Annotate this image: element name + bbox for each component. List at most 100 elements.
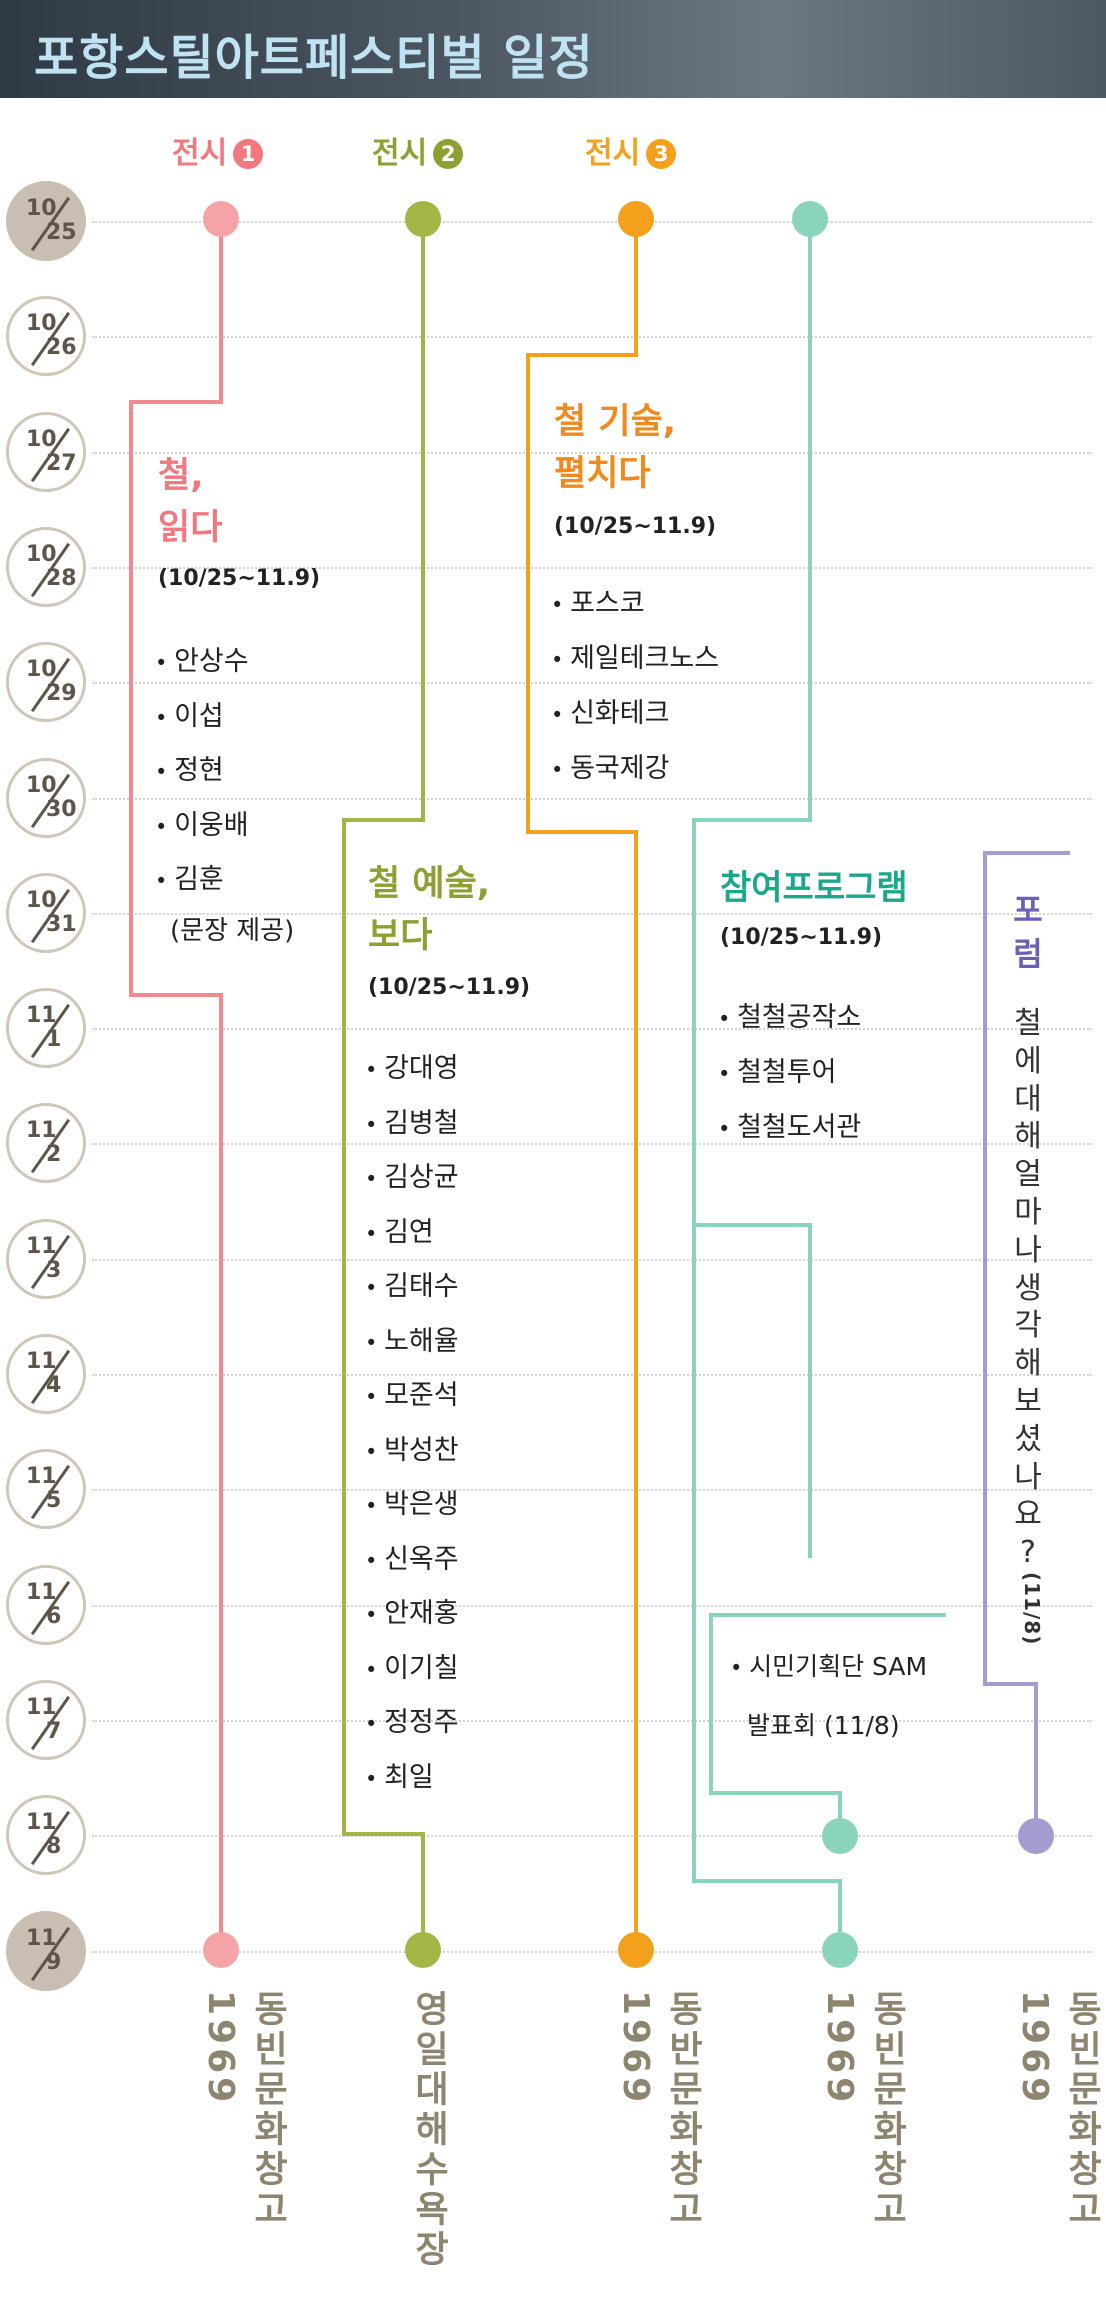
date-day: 2 — [46, 1142, 62, 1168]
exhibit2-artist-list: 강대영 김병철 김상균 김연 김태수 노해율 모준석 박성찬 박은생 신옥주 안… — [365, 1042, 459, 1805]
forum-question-char: 셨 — [1014, 1421, 1042, 1457]
date-day: 27 — [46, 450, 77, 476]
list-item: 강대영 — [365, 1042, 459, 1097]
list-item: 정현 — [155, 744, 249, 799]
program-title: 참여프로그램 — [720, 868, 908, 908]
exhibit1-period: (10/25~11.9) — [158, 566, 321, 591]
forum-question-char: 마 — [1014, 1195, 1042, 1230]
date-circle: 11 8 — [6, 1795, 86, 1876]
list-item: 시민기획단 SAM — [730, 1640, 927, 1695]
dot-exhibit3-end — [618, 1932, 654, 1968]
exhibit3-period: (10/25~11.9) — [554, 514, 717, 539]
date-gridline — [92, 1604, 1092, 1607]
exhibit3-title: 철 기술, 펼치다 — [554, 396, 676, 500]
dot-exhibit1-start — [203, 201, 239, 237]
list-item: 철철공작소 — [718, 990, 861, 1045]
date-circle: 11 2 — [6, 1103, 86, 1184]
date-month: 11 — [26, 1003, 57, 1029]
list-item: 김상균 — [365, 1151, 459, 1206]
date-day: 8 — [46, 1834, 62, 1860]
date-circle: 11 3 — [6, 1218, 86, 1299]
line-exhibit-2 — [342, 222, 425, 1950]
date-gridline — [92, 1374, 1092, 1376]
label-exhibit-2: 전시 2 — [372, 128, 464, 172]
date-day: 28 — [46, 565, 77, 591]
date-circle: 10 31 — [6, 872, 86, 953]
label-exhibit-3: 전시 3 — [585, 128, 677, 172]
exhibit2-title: 철 예술, 보다 — [368, 858, 490, 962]
exhibit3-company-list: 포스코 제일테크노스 신화테크 동국제강 — [551, 576, 719, 796]
list-item: 노해율 — [365, 1315, 459, 1370]
date-gridline — [92, 1258, 1092, 1261]
date-gridline — [92, 1028, 1092, 1031]
date-day: 25 — [46, 220, 77, 245]
date-month: 11 — [26, 1810, 57, 1836]
date-month: 10 — [26, 772, 57, 798]
date-circle: 11 7 — [6, 1679, 86, 1760]
exhibit3-title-line1: 철 기술, — [554, 402, 677, 442]
program-sam-item: 시민기획단 SAM — [730, 1640, 927, 1695]
date-circle: 11 1 — [6, 988, 86, 1069]
venue-forum: 동빈문화창고 1969 — [1014, 1990, 1102, 2230]
date-gridline — [92, 1835, 1092, 1838]
venue-exhibit-2: 영일대해수욕장 — [408, 1990, 449, 2270]
date-circle: 10 25 — [6, 181, 86, 261]
list-item: 최일 — [365, 1751, 459, 1806]
list-item: 안상수 — [155, 635, 249, 690]
forum-title-char: 포 — [1013, 891, 1043, 929]
venue-exhibit-3: 동반문화창고 1969 — [615, 1990, 703, 2230]
list-item: 신옥주 — [365, 1533, 459, 1588]
forum-question-char: 에 — [1014, 1043, 1042, 1079]
date-month: 10 — [26, 541, 57, 567]
date-circle: 11 6 — [6, 1564, 86, 1645]
date-gridline — [92, 566, 1092, 569]
line-program — [692, 222, 812, 1558]
line-exhibit-3 — [526, 222, 638, 1950]
date-circle: 11 4 — [6, 1334, 86, 1414]
date-gridline — [92, 1950, 1092, 1953]
exhibit1-title-line2: 읽다 — [158, 508, 223, 548]
dot-exhibit1-end — [203, 1932, 239, 1968]
list-item: 이웅배 — [155, 799, 249, 854]
date-day: 4 — [46, 1373, 62, 1398]
date-month: 10 — [26, 311, 57, 337]
list-item: 포스코 — [551, 576, 719, 631]
date-circle: 10 30 — [6, 757, 86, 838]
date-month: 10 — [26, 657, 57, 683]
forum-title-char: 럼 — [1013, 935, 1043, 973]
date-gridline — [92, 451, 1092, 454]
exhibit1-note: (문장 제공) — [170, 916, 295, 946]
date-circle: 10 29 — [6, 642, 86, 723]
exhibit1-title-line1: 철, — [158, 456, 204, 496]
header-banner: 포항스틸아트페스티벌 일정 — [0, 0, 1106, 98]
date-gridline — [92, 336, 1092, 339]
date-circle: 10 26 — [6, 296, 86, 377]
exhibit2-period: (10/25~11.9) — [368, 975, 531, 1000]
list-item: 박은생 — [365, 1478, 459, 1533]
line-exhibit-1 — [129, 222, 223, 1950]
list-item: 철철투어 — [718, 1045, 861, 1100]
date-day: 30 — [46, 796, 77, 822]
date-month: 10 — [26, 887, 57, 913]
page-title: 포항스틸아트페스티벌 일정 — [34, 30, 594, 86]
number-badge-1: 1 — [233, 139, 264, 169]
date-day: 1 — [46, 1027, 62, 1053]
dot-program-sam — [822, 1818, 858, 1854]
program-period: (10/25~11.9) — [720, 925, 883, 950]
date-circle: 11 9 — [6, 1910, 86, 1991]
forum-question-char: 나 — [1014, 1459, 1042, 1495]
list-item: 모준석 — [365, 1369, 459, 1424]
exhibit3-title-line2: 펼치다 — [554, 454, 651, 494]
date-gridline — [92, 1143, 1092, 1146]
line-forum — [983, 851, 1070, 1836]
line-program-sam — [709, 1613, 946, 1836]
date-month: 11 — [26, 1464, 57, 1490]
forum-question-char: 나 — [1014, 1232, 1042, 1268]
date-circle: 10 27 — [6, 411, 86, 492]
exhibit2-title-line2: 보다 — [368, 916, 433, 956]
program-list: 철철공작소 철철투어 철철도서관 — [718, 990, 861, 1155]
exhibit1-artist-list: 안상수 이섭 정현 이웅배 김훈 — [155, 635, 249, 908]
forum-question-char: 해 — [1014, 1119, 1042, 1155]
list-item: 이섭 — [155, 690, 249, 745]
exhibit1-title: 철, 읽다 — [158, 450, 222, 554]
